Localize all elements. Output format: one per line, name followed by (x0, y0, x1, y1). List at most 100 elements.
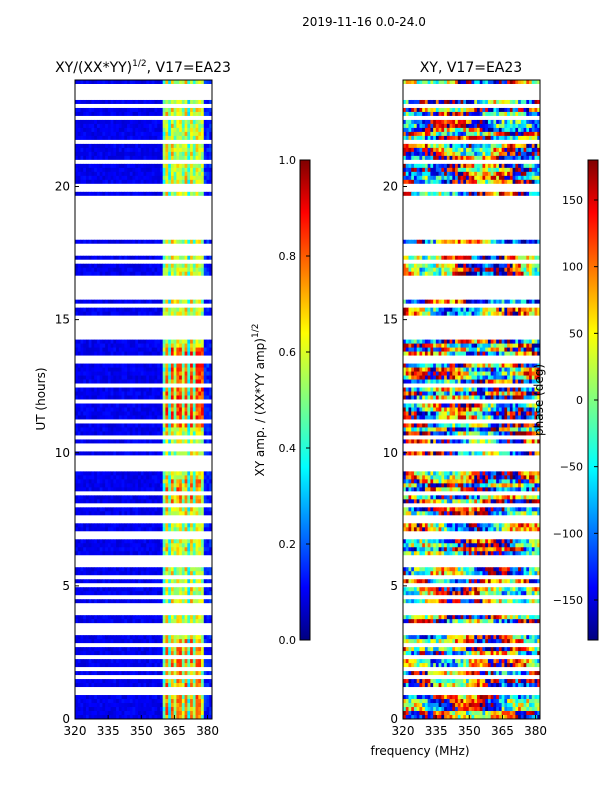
heatmap-cell (165, 499, 169, 504)
heatmap-cell (129, 543, 133, 548)
heatmap-cell (75, 647, 79, 652)
heatmap-cell (110, 547, 114, 552)
heatmap-cell (80, 307, 84, 313)
heatmap-cell (176, 143, 180, 149)
heatmap-cell (474, 99, 478, 105)
heatmap-cell (187, 143, 191, 149)
heatmap-cell (474, 119, 478, 125)
heatmap-cell (83, 191, 87, 197)
heatmap-cell (157, 599, 161, 604)
heatmap-cell (116, 439, 120, 444)
heatmap-cell (449, 135, 453, 141)
heatmap-cell (165, 543, 169, 548)
heatmap-cell (127, 143, 131, 149)
heatmap-cell (75, 147, 79, 153)
heatmap-cell (485, 135, 489, 141)
heatmap-cell (77, 343, 81, 348)
heatmap-cell (181, 615, 185, 620)
heatmap-cell (187, 695, 191, 700)
heatmap-cell (151, 127, 155, 133)
flagged-row (75, 627, 212, 632)
heatmap-cell (170, 663, 175, 668)
heatmap-cell (165, 127, 169, 133)
right-heatmap-image (403, 80, 540, 719)
heatmap-cell (173, 523, 177, 528)
heatmap-cell (433, 143, 437, 149)
heatmap-cell (181, 135, 185, 141)
heatmap-cell (96, 151, 101, 157)
heatmap-cell (168, 163, 172, 169)
heatmap-cell (173, 151, 177, 157)
heatmap-cell (187, 311, 191, 317)
heatmap-cell (170, 619, 175, 624)
heatmap-cell (192, 391, 196, 396)
heatmap-cell (124, 267, 128, 273)
heatmap-cell (157, 487, 161, 492)
heatmap-cell (154, 191, 158, 197)
heatmap-cell (203, 707, 207, 712)
heatmap-cell (91, 271, 95, 277)
heatmap-cell (151, 635, 155, 640)
heatmap-cell (102, 647, 106, 652)
heatmap-cell (159, 171, 164, 177)
heatmap-cell (121, 427, 125, 432)
heatmap-cell (140, 163, 144, 169)
heatmap-cell (132, 339, 136, 344)
heatmap-cell (127, 119, 131, 125)
heatmap-cell (105, 679, 109, 684)
heatmap-cell (107, 599, 112, 604)
heatmap-cell (127, 239, 131, 245)
heatmap-cell (75, 351, 79, 356)
heatmap-cell (107, 167, 112, 173)
heatmap-cell (140, 107, 144, 113)
heatmap-cell (198, 567, 202, 572)
heatmap-cell (124, 615, 128, 620)
heatmap-cell (151, 80, 155, 85)
heatmap-cell (493, 119, 497, 125)
heatmap-cell (83, 367, 87, 372)
heatmap-cell (192, 715, 196, 719)
heatmap-cell (179, 571, 183, 576)
heatmap-cell (187, 639, 191, 644)
heatmap-cell (192, 547, 196, 552)
heatmap-cell (121, 431, 125, 436)
heatmap-cell (127, 407, 131, 412)
heatmap-cell (140, 507, 144, 512)
heatmap-cell (151, 487, 155, 492)
heatmap-cell (132, 415, 136, 420)
heatmap-cell (110, 483, 114, 488)
heatmap-cell (201, 371, 205, 376)
heatmap-cell (496, 123, 500, 129)
heatmap-cell (105, 703, 109, 708)
heatmap-cell (85, 299, 90, 305)
heatmap-cell (165, 619, 169, 624)
flagged-row (75, 295, 212, 301)
heatmap-cell (507, 147, 511, 153)
heatmap-cell (501, 127, 505, 133)
heatmap-cell (116, 339, 120, 344)
heatmap-cell (159, 475, 164, 480)
heatmap-cell (146, 343, 150, 348)
heatmap-cell (121, 131, 125, 137)
heatmap-cell (83, 163, 87, 169)
heatmap-cell (148, 567, 153, 572)
heatmap-cell (121, 395, 125, 400)
heatmap-cell (80, 579, 84, 584)
heatmap-cell (162, 659, 166, 664)
heatmap-cell (157, 263, 161, 269)
heatmap-cell (91, 239, 95, 245)
heatmap-cell (151, 495, 155, 500)
heatmap-cell (80, 107, 84, 113)
heatmap-cell (162, 147, 166, 153)
heatmap-cell (99, 527, 103, 532)
heatmap-cell (201, 511, 205, 516)
heatmap-cell (173, 307, 177, 313)
heatmap-cell (179, 427, 183, 432)
heatmap-cell (121, 703, 125, 708)
heatmap-cell (102, 615, 106, 620)
heatmap-cell (184, 475, 188, 480)
heatmap-cell (146, 371, 150, 376)
heatmap-cell (80, 699, 84, 704)
flagged-row (75, 95, 212, 101)
heatmap-cell (116, 163, 120, 169)
